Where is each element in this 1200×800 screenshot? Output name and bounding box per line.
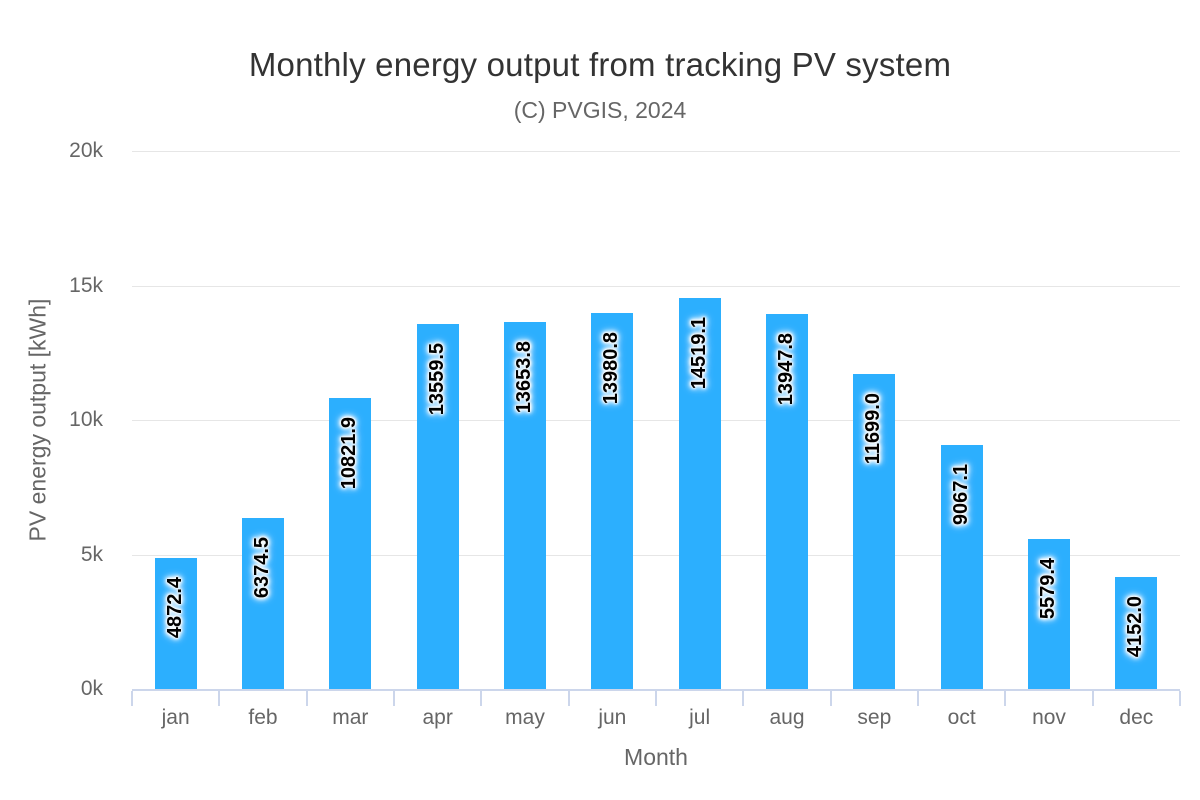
x-axis-tick [655,691,657,706]
x-axis-tick [480,691,482,706]
x-axis-tick [131,691,133,706]
chart-title: Monthly energy output from tracking PV s… [248,46,952,83]
x-category-label-apr: apr [422,706,453,729]
bar-jul[interactable]: 14519.1 [678,298,721,689]
x-category-label-sep: sep [857,706,892,729]
bar-feb[interactable]: 6374.5 [242,517,284,689]
x-axis-tick [742,691,744,706]
x-axis-tick [1004,691,1006,706]
bar-value-label-nov: 5579.4 [1037,557,1059,620]
x-category-label-oct: oct [947,706,976,729]
bar-value-label-feb: 6374.5 [251,536,273,598]
bar-apr[interactable]: 13559.5 [416,324,459,689]
x-axis-tick [1092,691,1094,706]
x-category-label-jun: jun [598,706,627,729]
bar-value-label-jun: 13980.8 [600,331,623,405]
gridline-10k [132,420,1180,421]
bar-value-label-jan: 4872.4 [163,576,186,639]
x-axis-tick [393,691,395,706]
x-axis-tick [830,691,832,706]
bar-value-label-jul: 14519.1 [687,317,710,390]
x-axis-tick [306,691,308,706]
chart-subtitle: (C) PVGIS, 2024 [513,97,687,123]
bar-value-label-sep: 11699.0 [862,393,885,465]
x-category-label-may: may [505,706,545,729]
x-category-label-dec: dec [1119,706,1154,729]
x-axis-tick [568,691,570,706]
y-tick-label-15k: 15k [69,273,103,297]
bar-value-label-apr: 13559.5 [425,343,448,416]
y-tick-label-10k: 10k [69,408,103,431]
x-axis-tick [917,691,919,706]
bar-aug[interactable]: 13947.8 [766,313,808,689]
x-axis-tick [1179,691,1181,706]
bar-sep[interactable]: 11699.0 [853,374,896,689]
x-axis-tick [218,691,220,706]
x-category-label-jan: jan [161,706,190,729]
x-category-label-feb: feb [248,706,278,729]
bar-jun[interactable]: 13980.8 [591,312,634,689]
bar-value-label-oct: 9067.1 [949,464,972,526]
bar-value-label-mar: 10821.9 [338,416,361,490]
bar-nov[interactable]: 5579.4 [1028,538,1070,689]
x-category-label-aug: aug [769,706,805,729]
plot-area: 4872.4 6374.5 10821.9 13559.5 13653.8 13980.8… [131,151,1181,706]
y-tick-label-0k: 0k [80,677,103,700]
y-axis-tick-labels: 0k 5k 10k 15k 20k [0,0,103,800]
x-category-label-nov: nov [1032,706,1066,729]
bar-value-label-dec: 4152.0 [1124,596,1147,658]
bar-dec[interactable]: 4152.0 [1115,577,1158,689]
gridline-15k [132,285,1180,287]
bar-oct[interactable]: 9067.1 [940,445,983,689]
bar-may[interactable]: 13653.8 [504,321,546,689]
gridline-5k [132,554,1180,556]
bar-value-label-aug: 13947.8 [775,332,797,406]
bar-jan[interactable]: 4872.4 [154,557,197,689]
x-category-label-jul: jul [689,706,711,729]
x-category-label-mar: mar [332,706,369,729]
y-tick-label-20k: 20k [69,139,103,162]
gridline-20k [132,151,1180,152]
x-axis-title: Month [624,744,688,770]
x-axis-line [132,689,1180,691]
bar-value-label-may: 13653.8 [513,340,535,414]
y-tick-label-5k: 5k [80,542,103,566]
bar-mar[interactable]: 10821.9 [329,397,372,689]
